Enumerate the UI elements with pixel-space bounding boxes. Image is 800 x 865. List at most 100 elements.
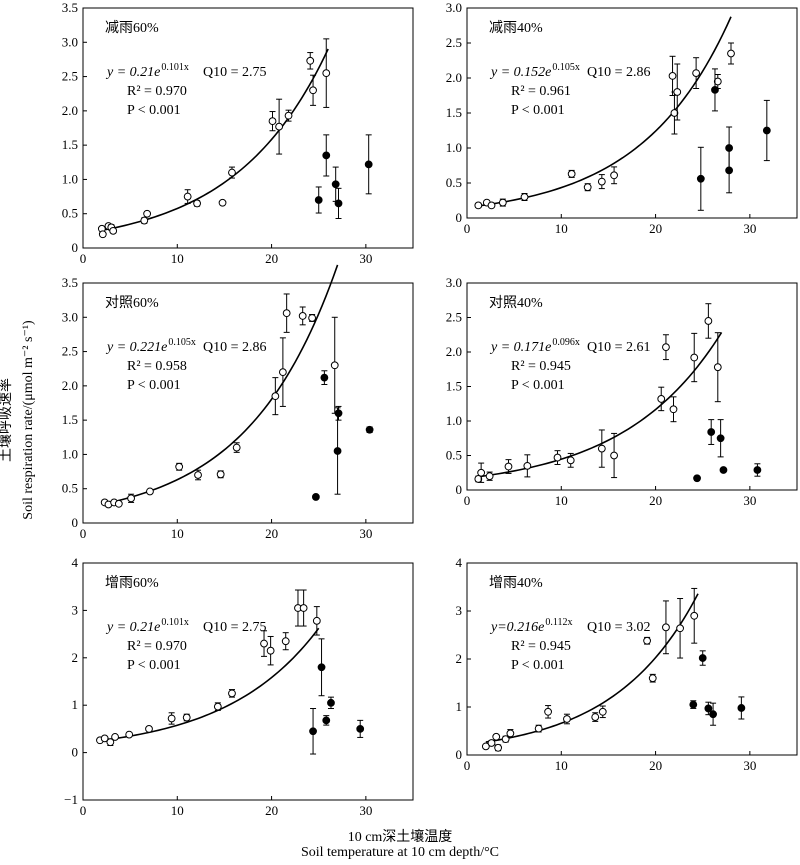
data-point-filled <box>762 126 771 135</box>
x-tick-label: 0 <box>80 526 87 541</box>
data-point-open <box>692 69 701 77</box>
data-point-open <box>727 49 735 58</box>
y-axis-title-en: Soil respiration rate/(μmol m⁻² s⁻¹) <box>21 320 36 520</box>
data-point-open <box>610 171 618 180</box>
data-point-open <box>673 88 682 96</box>
y-tick-label: 2 <box>456 651 463 666</box>
panel-title: 增雨40% <box>489 575 543 591</box>
data-point-open <box>271 392 280 401</box>
p-value: P < 0.001 <box>127 103 181 118</box>
y-tick-label: 0.5 <box>62 481 78 496</box>
y-tick-label: 2.5 <box>446 35 462 50</box>
x-tick-label: 20 <box>649 493 662 508</box>
data-point-open <box>487 201 496 210</box>
y-tick-label: 2.0 <box>62 378 78 393</box>
data-point-open <box>127 494 135 503</box>
chart-panel-2: 0 0.5 1.0 1.5 2.0 2.5 3.0 0 10 20 30 减雨40% y = 0.152… <box>446 0 798 236</box>
panel-title: 减雨60% <box>105 20 159 36</box>
data-point-open <box>494 743 503 752</box>
data-point-open <box>106 738 115 747</box>
data-point-open <box>566 456 575 465</box>
data-point-filled <box>698 654 707 662</box>
data-point-open <box>553 453 562 462</box>
data-point-open <box>298 312 307 320</box>
data-point-open <box>690 611 699 620</box>
data-point-open <box>312 616 321 625</box>
data-point-filled <box>331 180 340 189</box>
data-point-open <box>492 732 501 741</box>
data-point-open <box>610 451 618 460</box>
y-tick-label: 3.5 <box>62 0 78 15</box>
y-tick-label: 1.5 <box>62 412 78 427</box>
data-point-open <box>284 111 293 120</box>
p-value: P < 0.001 <box>127 378 181 393</box>
data-point-filled <box>693 474 701 483</box>
y-tick-label: 0.5 <box>62 206 78 221</box>
y-tick-label: 1.0 <box>62 446 78 461</box>
data-point-open <box>175 462 184 471</box>
x-tick-label: 30 <box>743 758 756 773</box>
y-tick-label: 3 <box>72 602 79 617</box>
data-point-filled <box>327 698 335 707</box>
q10-value: Q10 = 2.86 <box>203 340 267 355</box>
data-point-filled <box>716 434 725 443</box>
panel-title: 减雨40% <box>489 20 543 36</box>
y-tick-label: 2.5 <box>62 344 78 359</box>
y-tick-label: 1.5 <box>446 105 462 120</box>
data-point-open <box>218 198 227 207</box>
data-point-open <box>125 730 134 739</box>
y-tick-label: 2.5 <box>62 69 78 84</box>
data-point-filled <box>317 663 326 672</box>
chart-panel-3: 0 0.5 1.0 1.5 2.0 2.5 3.0 3.5 0 10 20 30 对照60% y = 0.… <box>62 264 414 541</box>
x-tick-label: 20 <box>265 251 278 266</box>
data-point-filled <box>334 199 343 208</box>
y-tick-label: 1.0 <box>446 140 462 155</box>
q10-value: Q10 = 2.75 <box>203 620 267 635</box>
x-tick-label: 0 <box>464 758 471 773</box>
data-point-open <box>275 122 284 131</box>
x-tick-label: 30 <box>359 251 372 266</box>
fit-equation: y = 0.21e <box>105 620 160 635</box>
x-tick-label: 10 <box>171 251 184 266</box>
x-tick-label: 10 <box>555 221 568 236</box>
fit-curve <box>485 593 699 743</box>
data-point-open <box>330 361 339 370</box>
data-point-open <box>140 216 149 225</box>
chart-panel-4: 0 0.5 1.0 1.5 2.0 2.5 3.0 0 10 20 30 对照40% y = 0.171… <box>446 275 798 508</box>
r-squared: R² = 0.970 <box>127 639 187 654</box>
y-tick-label: 1.0 <box>62 171 78 186</box>
y-tick-label: 0 <box>456 482 463 497</box>
data-point-open <box>228 689 236 698</box>
data-point-open <box>111 733 119 741</box>
data-point-open <box>544 707 552 716</box>
data-point-open <box>520 193 529 201</box>
data-point-open <box>713 363 722 372</box>
data-point-open <box>474 201 483 210</box>
data-point-filled <box>711 86 719 94</box>
data-point-open <box>669 405 678 414</box>
y-tick-label: 2 <box>72 650 79 665</box>
plot-frame <box>82 282 414 524</box>
data-point-open <box>167 714 176 723</box>
fit-curve <box>99 627 320 742</box>
y-tick-label: 3.0 <box>62 34 78 49</box>
data-point-open <box>676 624 684 633</box>
y-tick-label: 1.0 <box>446 413 462 428</box>
data-point-filled <box>707 428 716 436</box>
data-point-open <box>690 353 699 362</box>
y-tick-label: 1.5 <box>62 137 78 152</box>
data-point-open <box>662 623 670 632</box>
data-point-filled <box>334 409 343 418</box>
data-point-open <box>228 168 236 177</box>
data-point-open <box>213 702 222 711</box>
y-tick-label: 0 <box>72 240 79 255</box>
data-point-open <box>98 230 107 239</box>
data-point-open <box>114 499 123 508</box>
y-tick-label: 3.0 <box>62 309 78 324</box>
y-tick-label: 2.0 <box>446 344 462 359</box>
fit-equation-exponent: 0.101x <box>161 617 189 628</box>
data-point-filled <box>704 704 713 713</box>
data-point-open <box>183 192 192 201</box>
